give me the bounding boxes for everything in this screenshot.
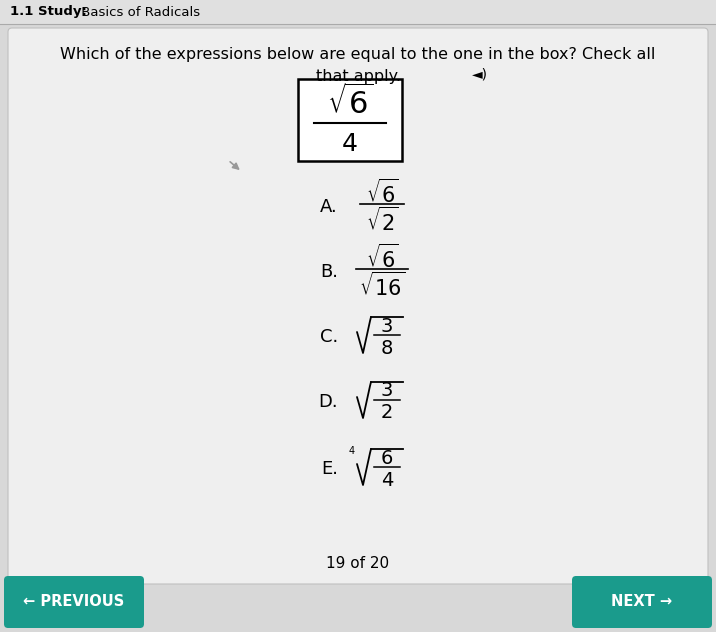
Text: C.: C. <box>320 328 338 346</box>
Text: E.: E. <box>321 460 338 478</box>
Text: $\sqrt{6}$: $\sqrt{6}$ <box>326 84 373 120</box>
Text: 4: 4 <box>349 446 355 456</box>
Text: 4: 4 <box>381 470 393 490</box>
Text: $\sqrt{16}$: $\sqrt{16}$ <box>359 272 405 300</box>
Text: Which of the expressions below are equal to the one in the box? Check all: Which of the expressions below are equal… <box>60 47 656 62</box>
Text: 6: 6 <box>381 449 393 468</box>
Text: A.: A. <box>320 198 338 216</box>
Text: 3: 3 <box>381 317 393 336</box>
Text: D.: D. <box>319 393 338 411</box>
Text: 8: 8 <box>381 339 393 358</box>
FancyBboxPatch shape <box>298 79 402 161</box>
Text: $\sqrt{6}$: $\sqrt{6}$ <box>366 244 399 272</box>
Text: 2: 2 <box>381 403 393 423</box>
Text: 3: 3 <box>381 382 393 401</box>
Text: B.: B. <box>320 263 338 281</box>
Text: 19 of 20: 19 of 20 <box>326 557 390 571</box>
Text: ◄): ◄) <box>472 67 488 81</box>
FancyBboxPatch shape <box>572 576 712 628</box>
FancyBboxPatch shape <box>0 0 716 24</box>
Text: 1.1 Study:: 1.1 Study: <box>10 6 87 18</box>
Text: $\sqrt{2}$: $\sqrt{2}$ <box>366 207 399 235</box>
Text: that apply.: that apply. <box>316 69 400 84</box>
Text: $\sqrt{6}$: $\sqrt{6}$ <box>366 179 399 207</box>
Text: NEXT →: NEXT → <box>611 595 672 609</box>
Text: Basics of Radicals: Basics of Radicals <box>77 6 200 18</box>
Text: 4: 4 <box>342 132 358 156</box>
FancyBboxPatch shape <box>4 576 144 628</box>
FancyBboxPatch shape <box>8 28 708 584</box>
Text: ← PREVIOUS: ← PREVIOUS <box>24 595 125 609</box>
